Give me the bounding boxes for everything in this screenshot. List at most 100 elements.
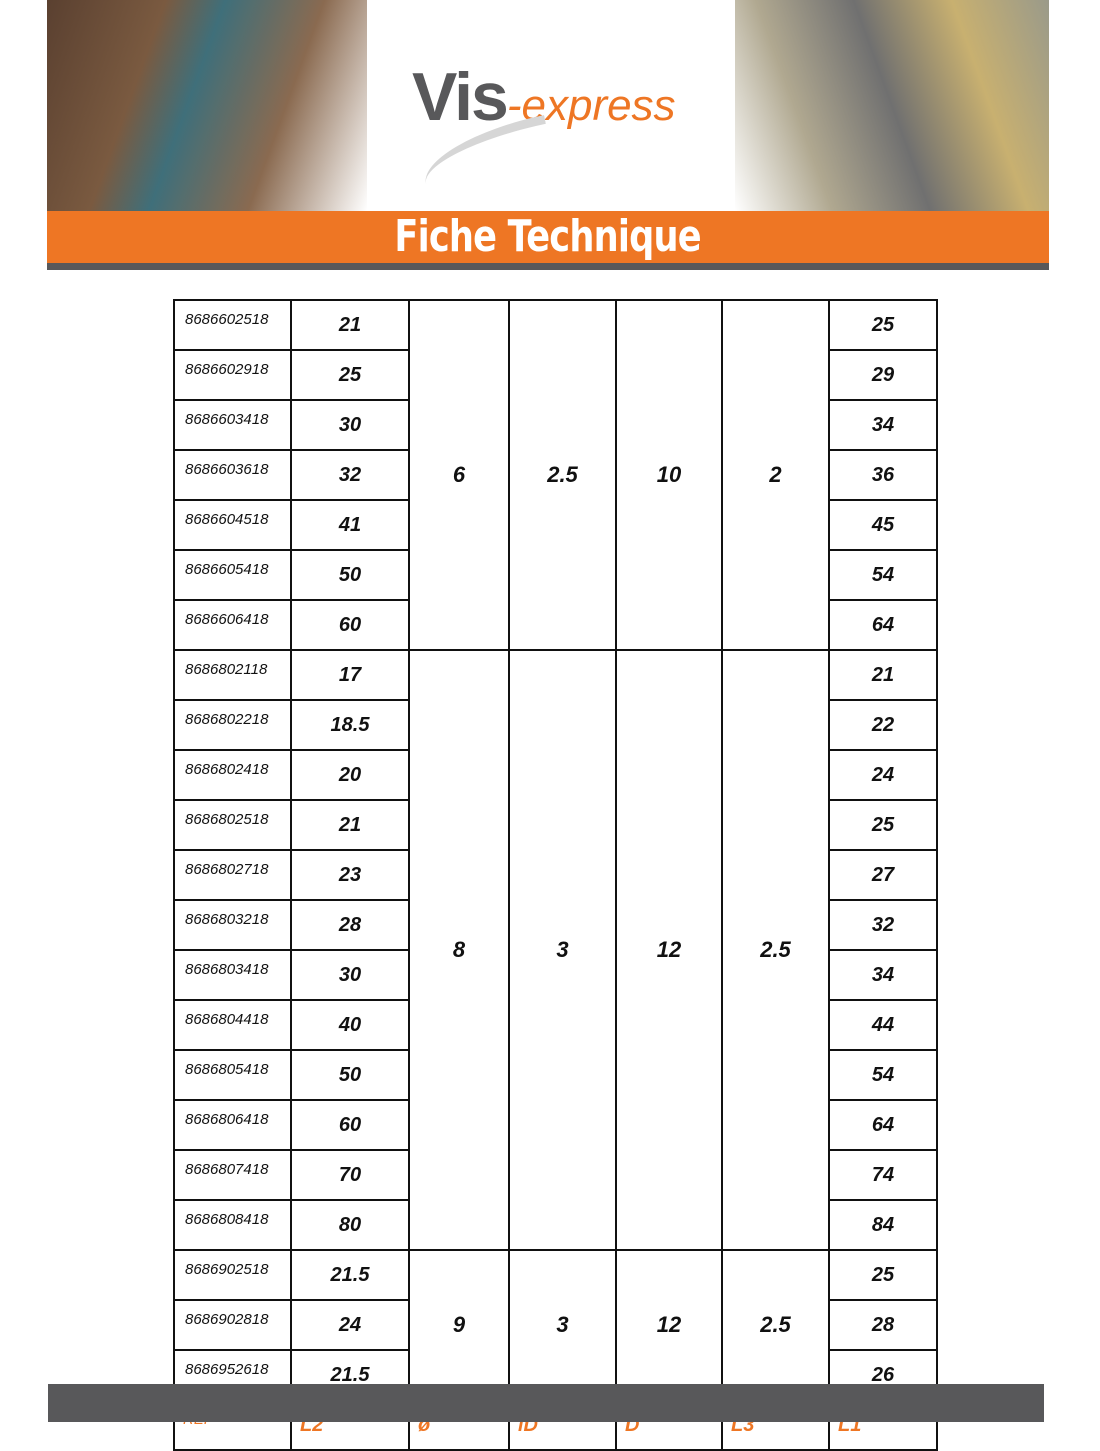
- id-cell: 3: [508, 1249, 617, 1401]
- l1-cell: 24: [828, 749, 938, 801]
- l1-cell: 54: [828, 549, 938, 601]
- table-row: 8686802718 23 27: [173, 849, 938, 901]
- ref-cell: 8686902818: [173, 1299, 292, 1351]
- spec-table: 8686602518 21 6 2.5 10 2 25 8686602918 25 29 86866…: [173, 299, 938, 1451]
- table-row: 8686802518 21 25: [173, 799, 938, 851]
- l2-cell: 30: [290, 399, 410, 451]
- table-row: 8686807418 70 74: [173, 1149, 938, 1201]
- footer-bar: [48, 1384, 1044, 1422]
- l2-cell: 17: [290, 649, 410, 701]
- table-row: 8686803418 30 34: [173, 949, 938, 1001]
- l2-cell: 24: [290, 1299, 410, 1351]
- table-row: 8686602918 25 29: [173, 349, 938, 401]
- l1-cell: 74: [828, 1149, 938, 1201]
- vis-express-logo: Vis-express: [412, 58, 676, 136]
- l1-cell: 25: [828, 799, 938, 851]
- ref-cell: 8686804418: [173, 999, 292, 1051]
- diameter-cell: 6: [408, 299, 510, 651]
- l1-cell: 84: [828, 1199, 938, 1251]
- l2-cell: 21: [290, 799, 410, 851]
- l1-cell: 44: [828, 999, 938, 1051]
- table-row: 8686805418 50 54: [173, 1049, 938, 1101]
- header-photo-screws: [735, 0, 1049, 211]
- l2-cell: 40: [290, 999, 410, 1051]
- table-row: 8686808418 80 84: [173, 1199, 938, 1251]
- l2-cell: 60: [290, 1099, 410, 1151]
- table-row: 8686804418 40 44: [173, 999, 938, 1051]
- l2-cell: 20: [290, 749, 410, 801]
- diameter-cell: 9: [408, 1249, 510, 1401]
- l2-cell: 25: [290, 349, 410, 401]
- table-row: 8686603618 32 36: [173, 449, 938, 501]
- table-row: 8686604518 41 45: [173, 499, 938, 551]
- d-cell: 12: [615, 649, 723, 1251]
- l1-cell: 36: [828, 449, 938, 501]
- ref-cell: 8686805418: [173, 1049, 292, 1101]
- diameter-cell: 8: [408, 649, 510, 1251]
- l1-cell: 34: [828, 949, 938, 1001]
- l2-cell: 23: [290, 849, 410, 901]
- ref-cell: 8686802418: [173, 749, 292, 801]
- l2-cell: 32: [290, 449, 410, 501]
- l1-cell: 64: [828, 599, 938, 651]
- ref-cell: 8686605418: [173, 549, 292, 601]
- l1-cell: 22: [828, 699, 938, 751]
- ref-cell: 8686603618: [173, 449, 292, 501]
- l3-cell: 2.5: [721, 649, 830, 1251]
- l1-cell: 25: [828, 299, 938, 351]
- l2-cell: 60: [290, 599, 410, 651]
- l1-cell: 34: [828, 399, 938, 451]
- ref-cell: 8686602518: [173, 299, 292, 351]
- table-row: 8686606418 60 64: [173, 599, 938, 651]
- l2-cell: 41: [290, 499, 410, 551]
- page-title: Fiche Technique: [394, 211, 702, 262]
- table-row: 8686902818 24 28: [173, 1299, 938, 1351]
- l2-cell: 21.5: [290, 1249, 410, 1301]
- ref-cell: 8686802118: [173, 649, 292, 701]
- l3-cell: 2.5: [721, 1249, 830, 1401]
- table-row: 8686802218 18.5 22: [173, 699, 938, 751]
- l2-cell: 30: [290, 949, 410, 1001]
- table-row: 8686605418 50 54: [173, 549, 938, 601]
- logo-main: Vis: [412, 59, 509, 135]
- table-row: 8686806418 60 64: [173, 1099, 938, 1151]
- l2-cell: 21: [290, 299, 410, 351]
- ref-cell: 8686902518: [173, 1249, 292, 1301]
- id-cell: 2.5: [508, 299, 617, 651]
- ref-cell: 8686802518: [173, 799, 292, 851]
- l1-cell: 29: [828, 349, 938, 401]
- l2-cell: 80: [290, 1199, 410, 1251]
- l1-cell: 21: [828, 649, 938, 701]
- header-photo-tools: [47, 0, 367, 211]
- l1-cell: 28: [828, 1299, 938, 1351]
- l1-cell: 54: [828, 1049, 938, 1101]
- l1-cell: 64: [828, 1099, 938, 1151]
- l2-cell: 18.5: [290, 699, 410, 751]
- title-banner: Fiche Technique: [47, 211, 1049, 270]
- l1-cell: 45: [828, 499, 938, 551]
- table-row: 8686902518 21.5 9 3 12 2.5 25: [173, 1249, 938, 1401]
- ref-cell: 8686808418: [173, 1199, 292, 1251]
- l1-cell: 32: [828, 899, 938, 951]
- ref-cell: 8686802718: [173, 849, 292, 901]
- l2-cell: 50: [290, 1049, 410, 1101]
- d-cell: 10: [615, 299, 723, 651]
- ref-cell: 8686806418: [173, 1099, 292, 1151]
- ref-cell: 8686807418: [173, 1149, 292, 1201]
- ref-cell: 8686803218: [173, 899, 292, 951]
- l3-cell: 2: [721, 299, 830, 651]
- table-row: 8686602518 21 6 2.5 10 2 25: [173, 299, 938, 651]
- table-row: 8686802418 20 24: [173, 749, 938, 801]
- l2-cell: 28: [290, 899, 410, 951]
- ref-cell: 8686802218: [173, 699, 292, 751]
- logo-accent: -express: [506, 81, 676, 130]
- ref-cell: 8686604518: [173, 499, 292, 551]
- table-row: 8686802118 17 8 3 12 2.5 21: [173, 649, 938, 1251]
- ref-cell: 8686603418: [173, 399, 292, 451]
- ref-cell: 8686606418: [173, 599, 292, 651]
- id-cell: 3: [508, 649, 617, 1251]
- l2-cell: 50: [290, 549, 410, 601]
- ref-cell: 8686803418: [173, 949, 292, 1001]
- table-row: 8686803218 28 32: [173, 899, 938, 951]
- ref-cell: 8686602918: [173, 349, 292, 401]
